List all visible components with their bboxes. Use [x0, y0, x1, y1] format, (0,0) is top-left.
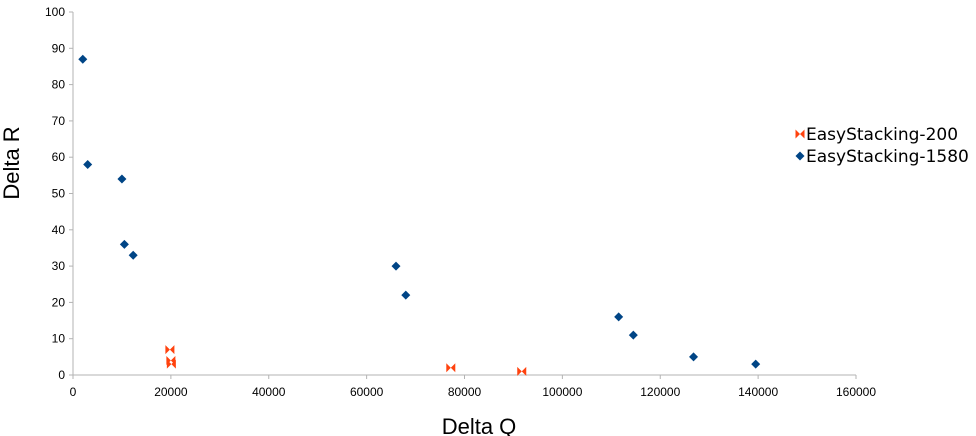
legend-marker-bowtie	[795, 129, 805, 139]
y-tick-label: 60	[52, 150, 66, 164]
data-point-diamond	[614, 312, 624, 322]
data-points	[78, 54, 761, 376]
legend-item-easystacking-1580: EasyStacking-1580	[795, 147, 969, 167]
data-point-diamond	[401, 290, 411, 300]
axes	[69, 12, 856, 379]
data-point-diamond	[117, 174, 127, 184]
x-tick-label: 140000	[738, 385, 778, 399]
data-point-diamond	[689, 352, 699, 362]
y-tick-label: 80	[52, 78, 66, 92]
y-tick-label: 40	[52, 223, 66, 237]
y-tick-label: 50	[52, 187, 66, 201]
y-tick-label: 30	[52, 259, 66, 273]
x-tick-label: 0	[70, 385, 77, 399]
legend-label: EasyStacking-1580	[806, 147, 969, 167]
data-point-diamond	[391, 261, 401, 271]
y-tick-label: 20	[52, 295, 66, 309]
data-point-diamond	[751, 359, 761, 369]
legend-marker-diamond-shape	[795, 151, 805, 161]
data-point-diamond	[78, 54, 88, 64]
data-point-diamond	[83, 159, 93, 169]
y-axis-title: Delta R	[0, 126, 24, 199]
y-tick-label: 10	[52, 332, 66, 346]
x-axis-title: Delta Q	[442, 414, 517, 436]
y-tick-label: 0	[58, 368, 65, 382]
x-tick-label: 80000	[448, 385, 482, 399]
y-ticks: 0 10 20 30 40 50 60 70 80 90 100	[45, 5, 73, 382]
data-point-diamond	[628, 330, 638, 340]
legend-item-easystacking-200: EasyStacking-200	[795, 125, 958, 145]
legend: EasyStacking-200 EasyStacking-1580	[795, 125, 969, 167]
data-point-bowtie	[446, 363, 456, 373]
legend-marker-diamond	[795, 151, 805, 161]
x-ticks: 0 20000 40000 60000 80000 100000 120000 140000 1…	[70, 375, 876, 399]
data-point-diamond	[119, 239, 129, 249]
x-tick-label: 60000	[350, 385, 384, 399]
data-point-bowtie	[517, 366, 527, 376]
data-point-bowtie	[165, 345, 175, 355]
legend-label: EasyStacking-200	[806, 125, 958, 145]
x-tick-label: 160000	[836, 385, 876, 399]
y-tick-label: 70	[52, 114, 66, 128]
x-tick-label: 40000	[252, 385, 286, 399]
x-tick-label: 100000	[542, 385, 582, 399]
y-tick-label: 90	[52, 41, 66, 55]
legend-marker-bowtie-shape	[795, 129, 805, 139]
x-tick-label: 20000	[154, 385, 188, 399]
data-point-bowtie	[166, 359, 176, 369]
data-point-diamond	[128, 250, 138, 260]
x-tick-label: 120000	[640, 385, 680, 399]
y-tick-label: 100	[45, 5, 65, 19]
